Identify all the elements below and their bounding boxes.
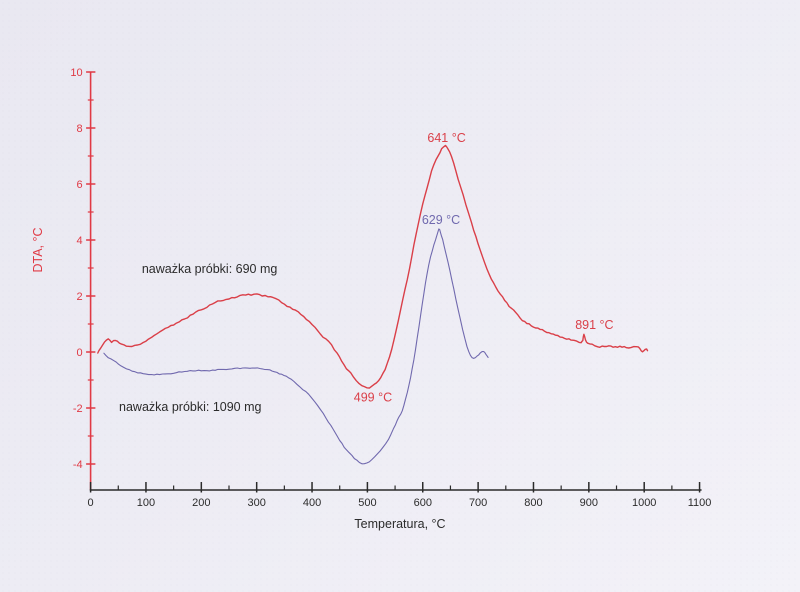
x-tick-label: 200 xyxy=(192,497,210,509)
y-tick-label: 0 xyxy=(76,347,82,359)
annotation-629C: 629 °C xyxy=(422,213,460,227)
y-tick-label: 2 xyxy=(76,291,82,303)
annotation-499C: 499 °C xyxy=(354,390,392,404)
curve-dta-690mg xyxy=(97,144,649,389)
x-tick-label: 500 xyxy=(358,497,376,509)
x-tick-label: 1100 xyxy=(688,497,712,509)
x-tick-label: 600 xyxy=(414,497,432,509)
annotation-641C: 641 °C xyxy=(427,131,465,145)
y-tick-label: 6 xyxy=(76,179,82,191)
y-tick-label: -2 xyxy=(73,403,83,415)
x-tick-label: 300 xyxy=(248,497,266,509)
series-label-dta-690mg: naważka próbki: 690 mg xyxy=(142,262,278,276)
x-axis-title: Temperatura, °C xyxy=(354,517,445,531)
x-tick-label: 400 xyxy=(303,497,321,509)
curve-dta-1090mg xyxy=(103,228,489,465)
x-tick-label: 700 xyxy=(469,497,487,509)
annotation-891C: 891 °C xyxy=(575,318,613,332)
y-tick-label: -4 xyxy=(73,459,83,471)
series-label-dta-1090mg: naważka próbki: 1090 mg xyxy=(119,400,261,414)
x-tick-label: 0 xyxy=(88,497,94,509)
x-tick-label: 100 xyxy=(137,497,155,509)
x-tick-label: 1000 xyxy=(632,497,656,509)
x-tick-label: 900 xyxy=(580,497,598,509)
y-tick-label: 10 xyxy=(70,67,82,79)
x-tick-label: 800 xyxy=(524,497,542,509)
y-tick-label: 8 xyxy=(76,123,82,135)
y-axis-title: DTA, °C xyxy=(31,227,45,272)
y-tick-label: 4 xyxy=(76,235,82,247)
